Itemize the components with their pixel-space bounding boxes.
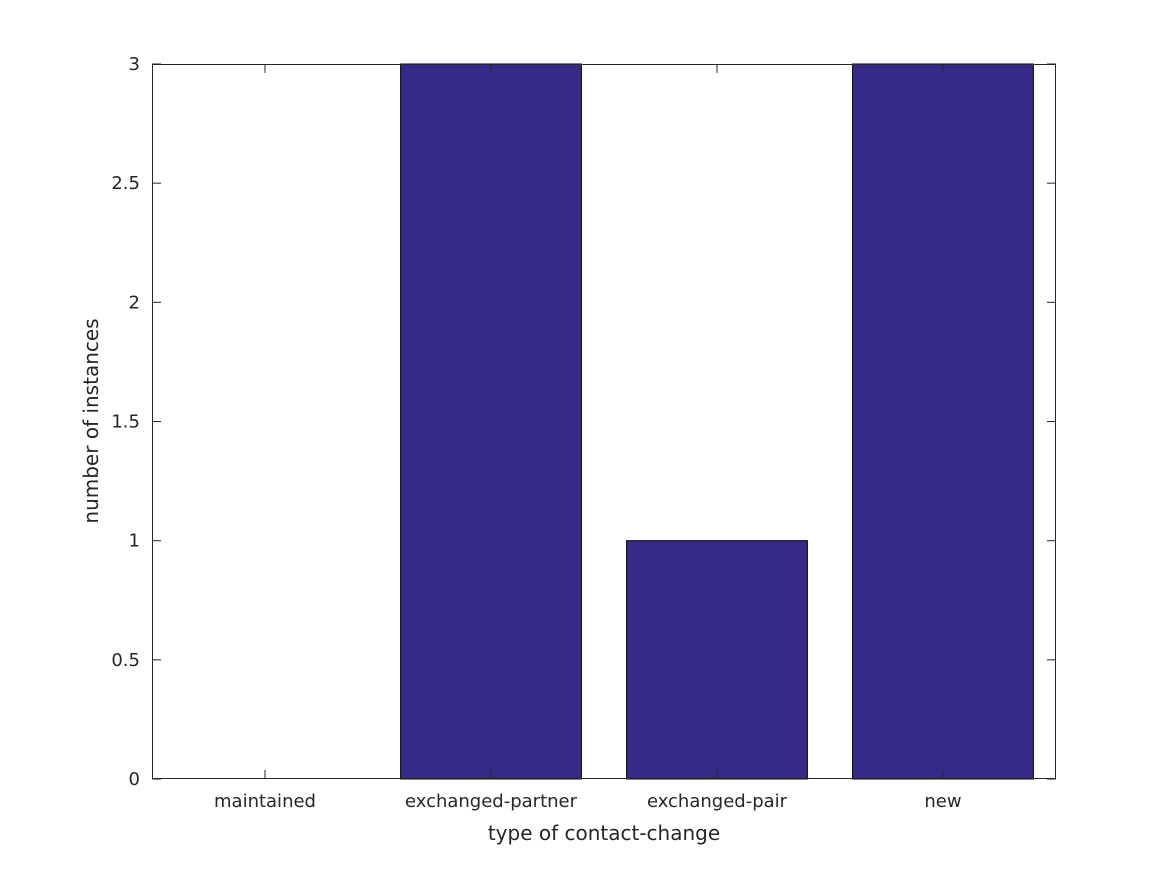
x-tick-label: new <box>924 791 961 812</box>
y-tick-label: 1 <box>129 531 140 552</box>
y-axis-label: number of instances <box>79 318 103 523</box>
y-tick-label: 0.5 <box>111 650 140 671</box>
x-tick-label: exchanged-pair <box>647 791 788 812</box>
x-axis-label: type of contact-change <box>488 821 720 845</box>
bar-new <box>852 63 1034 780</box>
y-tick-label: 2.5 <box>111 173 140 194</box>
x-tick-label: exchanged-partner <box>405 791 578 812</box>
axes-box <box>152 64 1056 779</box>
y-tick-label: 3 <box>129 54 140 75</box>
y-tick-label: 0 <box>129 769 140 790</box>
y-tick-label: 2 <box>129 292 140 313</box>
bar-exchanged-partner <box>400 63 582 780</box>
bar-exchanged-pair <box>626 540 808 780</box>
y-tick-label: 1.5 <box>111 412 140 433</box>
x-tick-label: maintained <box>214 791 316 812</box>
